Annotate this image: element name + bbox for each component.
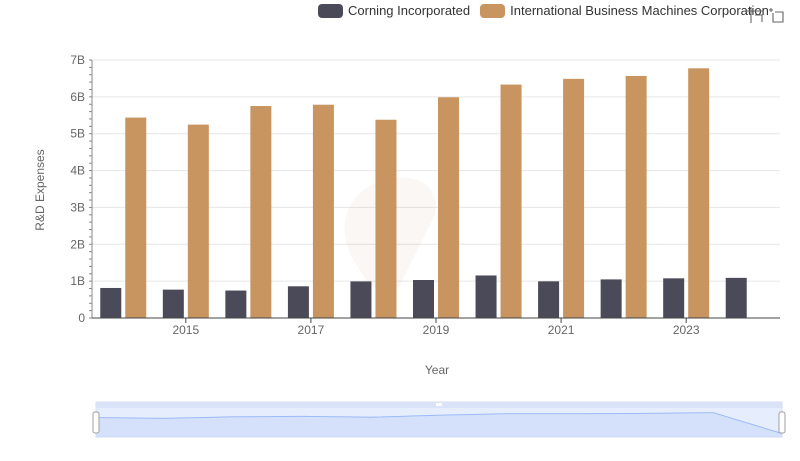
bar-ibm[interactable] bbox=[125, 117, 147, 318]
x-tick-label: 2015 bbox=[172, 323, 199, 337]
x-tick-label: 2017 bbox=[298, 323, 325, 337]
bar-corning[interactable] bbox=[100, 287, 122, 318]
bar-corning[interactable] bbox=[538, 281, 560, 318]
y-tick-label: 5B bbox=[70, 127, 85, 141]
y-tick-label: 1B bbox=[70, 274, 85, 288]
datazoom-left-handle[interactable] bbox=[92, 411, 100, 434]
x-tick-label: 2019 bbox=[423, 323, 450, 337]
bar-ibm[interactable] bbox=[625, 75, 647, 319]
bar-corning[interactable] bbox=[287, 286, 309, 318]
y-tick-label: 0 bbox=[78, 311, 85, 325]
bar-ibm[interactable] bbox=[563, 78, 585, 319]
legend-swatch-ibm bbox=[480, 3, 506, 18]
legend-label-corning: Corning Incorporated bbox=[348, 3, 471, 18]
data-zoom-slider[interactable] bbox=[92, 401, 786, 438]
bar-corning[interactable] bbox=[225, 290, 247, 318]
y-tick-label: 2B bbox=[70, 237, 85, 251]
datazoom-grip[interactable] bbox=[436, 403, 442, 406]
legend-label-ibm: International Business Machines Corporat… bbox=[510, 3, 769, 18]
legend-item-corning[interactable]: Corning Incorporated bbox=[318, 3, 470, 18]
legend-swatch-corning bbox=[318, 3, 343, 18]
bar-corning[interactable] bbox=[600, 279, 622, 318]
zoom-icon[interactable] bbox=[746, 6, 764, 24]
legend-item-ibm[interactable]: International Business Machines Corporat… bbox=[480, 3, 769, 18]
legend: Corning Incorporated International Busin… bbox=[318, 3, 779, 18]
bar-ibm[interactable] bbox=[187, 124, 209, 319]
x-tick-label: 2023 bbox=[673, 323, 700, 337]
bar-corning[interactable] bbox=[413, 280, 434, 318]
y-tick-label: 4B bbox=[70, 164, 85, 178]
bar-ibm[interactable] bbox=[250, 106, 272, 318]
datazoom-right-handle[interactable] bbox=[778, 411, 786, 434]
bar-ibm[interactable] bbox=[312, 104, 334, 318]
bar-ibm[interactable] bbox=[500, 84, 522, 319]
y-axis-label: R&D Expenses bbox=[33, 149, 47, 230]
bar-corning[interactable] bbox=[725, 277, 747, 318]
bars bbox=[100, 68, 747, 319]
bar-corning[interactable] bbox=[350, 281, 372, 318]
bar-corning[interactable] bbox=[663, 278, 685, 318]
y-tick-label: 7B bbox=[70, 53, 85, 67]
bar-corning[interactable] bbox=[475, 275, 497, 318]
datazoom-preview-area bbox=[96, 412, 782, 437]
x-axis-label: Year bbox=[425, 363, 449, 377]
y-tick-label: 6B bbox=[70, 90, 85, 104]
bar-ibm[interactable] bbox=[375, 119, 397, 319]
bar-corning[interactable] bbox=[162, 289, 184, 318]
bar-ibm[interactable] bbox=[688, 68, 710, 319]
y-tick-label: 3B bbox=[70, 200, 85, 214]
toolbox bbox=[746, 6, 788, 24]
restore-icon[interactable] bbox=[767, 6, 785, 24]
axes: 0 1B 2B 3B 4B 5B 6B 7B 2015 2017 2019 2021 2023 bbox=[70, 53, 780, 337]
bar-ibm[interactable] bbox=[438, 97, 459, 318]
x-tick-label: 2021 bbox=[548, 323, 575, 337]
